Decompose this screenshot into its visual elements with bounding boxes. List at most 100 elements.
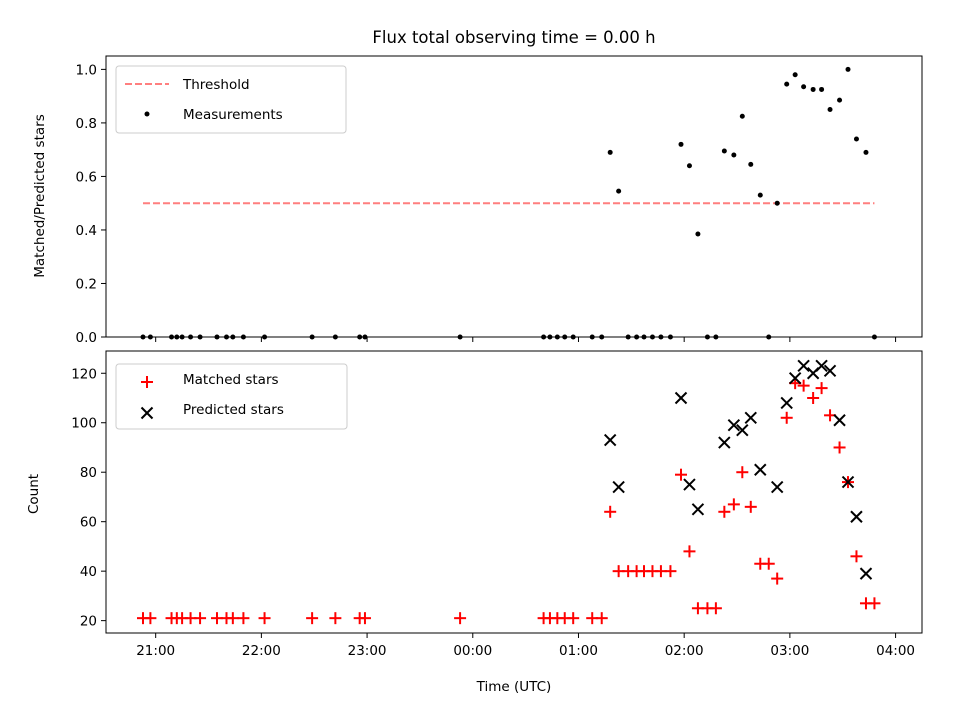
legend-matched-label: Matched stars — [183, 372, 279, 388]
top-measurements-point — [792, 72, 798, 78]
bottom-matched-stars-point — [306, 612, 319, 625]
bottom-matched-stars-point — [454, 612, 467, 625]
bottom-matched-stars-point — [718, 505, 731, 518]
bottom-matched-stars-point — [226, 612, 239, 625]
top-measurements-point — [810, 86, 816, 92]
bottom-predicted-stars-point-b — [823, 364, 837, 377]
bottom-plot-frame — [105, 350, 923, 634]
top-y-tick-label: 0.6 — [76, 169, 97, 185]
bottom-predicted-stars-point-b — [788, 372, 802, 385]
bottom-matched-stars-point — [833, 441, 846, 454]
bottom-matched-stars-point — [329, 612, 342, 625]
bottom-predicted-stars-point — [683, 478, 696, 491]
top-measurements-point — [819, 86, 825, 92]
bottom-matched-stars-point — [709, 602, 722, 615]
top-measurements-point — [837, 97, 843, 103]
bottom-matched-stars-point — [237, 612, 250, 625]
bottom-predicted-stars-point-b — [850, 510, 863, 523]
bottom-predicted-stars-point — [603, 433, 617, 447]
legend-measurements-label: Measurements — [183, 107, 283, 123]
top-y-tick-label: 1.0 — [76, 62, 97, 78]
bottom-predicted-stars-point — [859, 567, 873, 580]
bottom-predicted-stars-point-b — [718, 436, 731, 449]
bottom-matched-stars-point — [807, 392, 820, 404]
top-measurements-point — [739, 113, 745, 119]
bottom-predicted-stars-point — [833, 414, 846, 427]
top-measurements-point — [784, 81, 790, 87]
bottom-predicted-stars-point — [797, 359, 810, 373]
legend-measurements-marker — [144, 111, 150, 117]
bottom-predicted-stars-point — [754, 463, 767, 476]
bottom-x-tick-label: 02:00 — [665, 643, 704, 659]
top-measurements-point — [678, 141, 684, 147]
top-measurements-point — [863, 149, 869, 155]
legend-predicted-label: Predicted stars — [183, 402, 284, 418]
bottom-matched-stars-point — [664, 565, 677, 578]
top-y-tick-label: 0.8 — [76, 116, 97, 132]
bottom-y-tick-label: 40 — [80, 564, 97, 580]
bottom-predicted-stars-point — [691, 503, 705, 516]
legend-predicted-marker-b — [140, 406, 154, 420]
bottom-matched-stars-point — [815, 382, 828, 395]
top-measurements-point — [748, 161, 754, 167]
top-measurements-point — [845, 66, 851, 72]
top-panel: Matched/Predicted stars 0.0 0.2 0.4 0.6 0.8 1… — [32, 55, 923, 346]
bottom-predicted-stars-point-b — [683, 478, 696, 491]
top-measurements-point — [853, 136, 859, 142]
bottom-predicted-stars-point — [788, 372, 802, 385]
bottom-matched-stars-point — [595, 612, 608, 625]
top-measurements-point — [695, 231, 701, 237]
top-y-axis-label: Matched/Predicted stars — [32, 114, 48, 277]
bottom-panel-axes: 21:00 22:00 23:00 00:00 01:00 02:00 03:00 04:00… — [71, 350, 923, 659]
top-legend-box — [115, 65, 347, 134]
bottom-matched-stars-point — [194, 612, 207, 625]
bottom-matched-stars-point — [727, 498, 740, 511]
bottom-predicted-stars-point — [727, 419, 741, 432]
bottom-predicted-stars-point-b — [691, 503, 705, 516]
top-y-tick-label: 0.0 — [76, 330, 97, 346]
top-measurements-point — [757, 192, 763, 198]
bottom-predicted-stars-point-b — [859, 567, 873, 580]
bottom-predicted-stars-point — [823, 364, 837, 377]
bottom-matched-stars-point — [868, 597, 881, 610]
bottom-matched-stars-point — [675, 468, 688, 481]
x-axis-label: Time (UTC) — [476, 679, 552, 695]
bottom-predicted-stars-point-b — [736, 423, 749, 437]
bottom-matched-stars-point — [771, 572, 784, 585]
bottom-x-tick-label: 04:00 — [876, 643, 915, 659]
bottom-predicted-stars-point — [770, 480, 784, 494]
bottom-matched-stars-point — [736, 466, 749, 479]
bottom-x-tick-label: 00:00 — [453, 643, 492, 659]
bottom-matched-stars-point — [850, 550, 863, 563]
top-measurements-point — [774, 200, 780, 206]
top-panel-axes: 0.0 0.2 0.4 0.6 0.8 1.0 — [76, 55, 923, 346]
legend-predicted-marker — [140, 406, 154, 420]
bottom-x-tick-label: 23:00 — [348, 643, 387, 659]
bottom-matched-stars-point — [567, 612, 580, 625]
bottom-matched-stars-point — [604, 505, 617, 518]
top-measurements-point — [607, 149, 613, 155]
bottom-predicted-stars-point — [815, 359, 828, 373]
legend-threshold-label: Threshold — [182, 77, 250, 93]
bottom-matched-stars-point — [744, 500, 757, 513]
top-measurements-point — [827, 107, 833, 113]
bottom-y-tick-label: 100 — [71, 416, 97, 432]
bottom-predicted-stars-point — [744, 411, 757, 424]
bottom-y-axis-label: Count — [26, 474, 42, 514]
top-y-tick-label: 0.4 — [76, 223, 97, 239]
bottom-matched-stars-point — [258, 612, 271, 625]
bottom-legend: Matched stars Predicted stars — [115, 363, 348, 430]
bottom-y-tick-label: 60 — [80, 515, 97, 531]
bottom-predicted-stars-point-b — [744, 411, 757, 424]
bottom-predicted-stars-point — [736, 423, 749, 437]
bottom-matched-stars-point — [358, 612, 371, 625]
bottom-matched-stars-point — [780, 411, 793, 424]
top-measurements-point — [616, 188, 622, 194]
top-plot-frame — [105, 55, 923, 338]
bottom-y-tick-label: 20 — [80, 614, 97, 630]
bottom-predicted-stars-point-b — [603, 433, 617, 447]
bottom-predicted-stars-point — [718, 436, 731, 449]
bottom-legend-box — [115, 363, 348, 430]
bottom-predicted-stars-point — [780, 396, 793, 410]
